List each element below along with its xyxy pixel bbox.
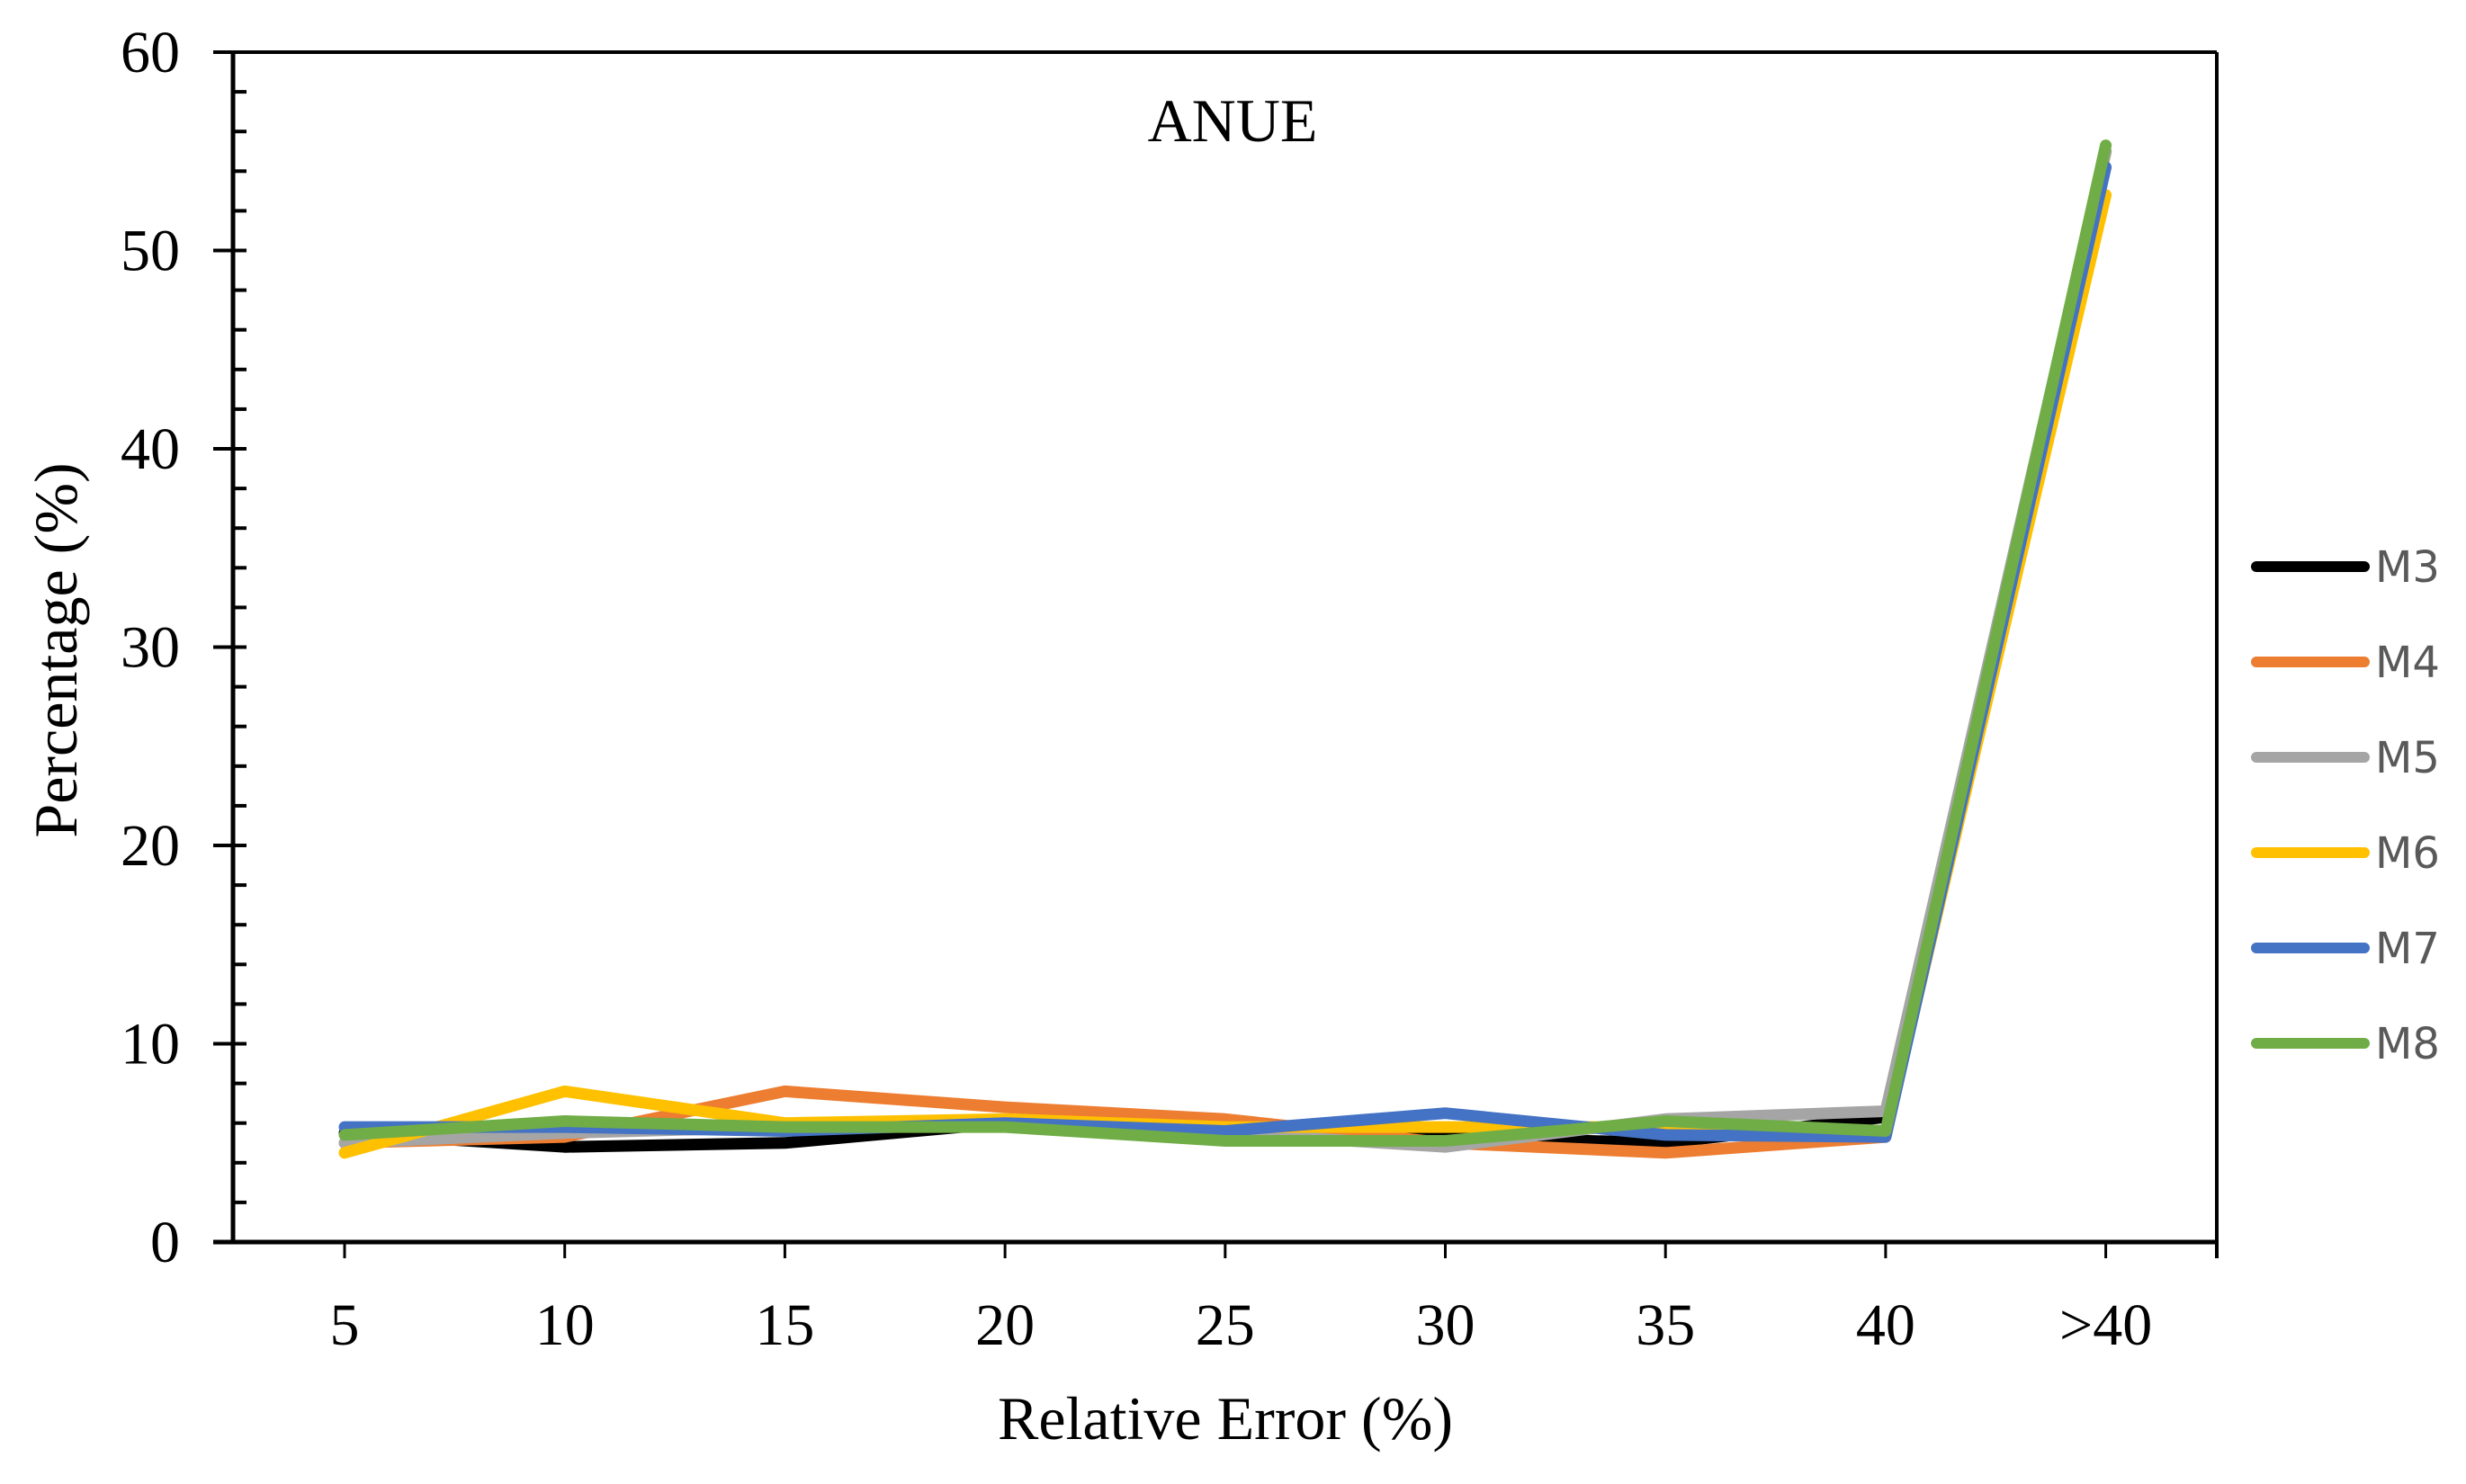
y-tick-label: 40 bbox=[121, 416, 180, 482]
y-tick-label: 30 bbox=[121, 615, 180, 681]
x-tick-label: 10 bbox=[535, 1292, 595, 1358]
series-line-m8 bbox=[338, 139, 2112, 1147]
series-line-m5 bbox=[338, 145, 2112, 1153]
y-tick-label: 20 bbox=[121, 813, 180, 879]
series-line-m4 bbox=[338, 145, 2112, 1159]
legend-label-m7: M7 bbox=[2375, 924, 2440, 974]
x-tick-label: >40 bbox=[2059, 1292, 2152, 1358]
x-tick-label: 25 bbox=[1196, 1292, 1255, 1358]
legend-label-m3: M3 bbox=[2375, 542, 2440, 593]
legend: M3 M4 M5 M6 M7 M8 bbox=[2251, 542, 2440, 1069]
series-lines bbox=[338, 139, 2112, 1159]
x-tick-label: 15 bbox=[755, 1292, 814, 1358]
y-tick-label: 10 bbox=[121, 1012, 180, 1077]
legend-label-m8: M8 bbox=[2375, 1019, 2440, 1069]
axes: 0 10 20 30 40 50 60 5 10 15 20 25 30 35 40 >40 bbox=[121, 20, 2219, 1358]
x-tick-label: 20 bbox=[975, 1292, 1035, 1358]
x-tick-label: 30 bbox=[1416, 1292, 1475, 1358]
legend-label-m4: M4 bbox=[2375, 638, 2440, 688]
x-tick-label: 40 bbox=[1856, 1292, 1915, 1358]
x-tick-label: 35 bbox=[1636, 1292, 1695, 1358]
y-tick-label: 50 bbox=[121, 219, 180, 284]
series-line-m6 bbox=[338, 189, 2112, 1159]
y-tick-label: 0 bbox=[150, 1210, 180, 1275]
x-tick-label: 5 bbox=[330, 1292, 360, 1358]
y-tick-label: 60 bbox=[121, 20, 180, 85]
series-line-m7 bbox=[338, 161, 2112, 1143]
legend-label-m6: M6 bbox=[2375, 828, 2440, 879]
x-axis-label: Relative Error (%) bbox=[998, 1384, 1453, 1453]
y-axis-label: Percentage (%) bbox=[22, 462, 90, 837]
chart-title: ANUE bbox=[1148, 86, 1318, 155]
legend-label-m5: M5 bbox=[2375, 733, 2440, 783]
series-line-m3 bbox=[338, 145, 2112, 1153]
